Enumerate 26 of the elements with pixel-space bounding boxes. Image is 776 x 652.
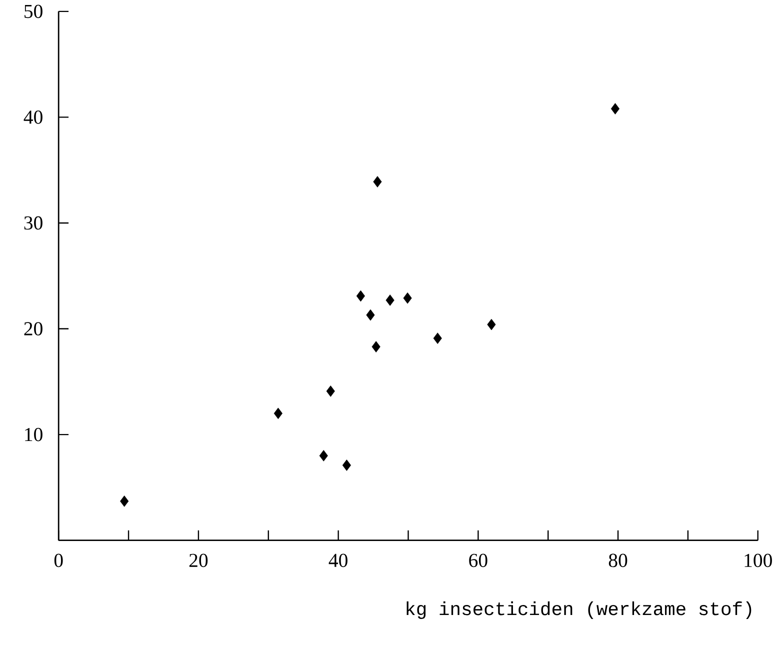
point [610, 103, 620, 115]
x-tick-label: 80 [608, 554, 628, 568]
point [366, 310, 375, 321]
y-tick-label: 10 [25, 428, 42, 442]
point [356, 290, 365, 302]
y-tick-label: 40 [24, 110, 42, 124]
y-tick-label: 50 [24, 4, 42, 18]
y-tick-label: 30 [24, 216, 42, 230]
point [433, 332, 442, 344]
x-tick-label: 0 [54, 554, 63, 568]
point [372, 341, 380, 353]
point [342, 460, 351, 472]
point [373, 176, 382, 188]
point [487, 319, 496, 330]
x-tick-label: 20 [189, 554, 208, 568]
point [403, 292, 412, 304]
x-tick-label: 60 [469, 554, 488, 568]
point [274, 408, 282, 420]
point [120, 496, 129, 508]
point [386, 294, 394, 306]
point [319, 450, 328, 462]
x-tick-label: 100 [744, 554, 772, 568]
y-tick-label: 20 [24, 322, 42, 336]
x-tick-label: 40 [328, 554, 348, 568]
x-axis-title: kg insecticiden (werkzame stof) [406, 602, 752, 620]
point [326, 386, 335, 398]
